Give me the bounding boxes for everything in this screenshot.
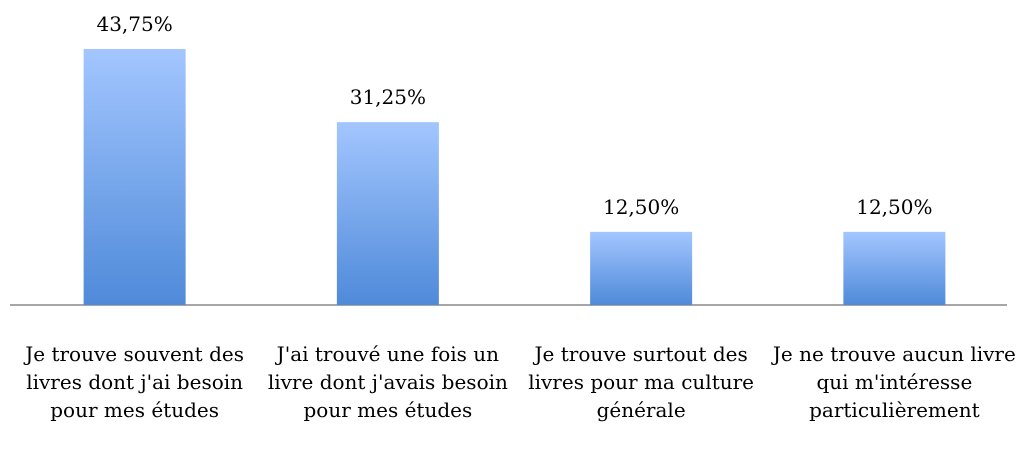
bar xyxy=(843,231,946,305)
bar xyxy=(83,49,186,305)
bar xyxy=(336,122,439,306)
data-label: 12,50% xyxy=(856,195,932,219)
x-tick-label: Je trouve souvent des livres dont j'ai b… xyxy=(25,342,244,422)
data-label: 43,75% xyxy=(96,12,172,36)
data-label: 31,25% xyxy=(350,85,426,109)
bar xyxy=(590,231,693,305)
x-tick-label: Je ne trouve aucun livre qui m'intéresse… xyxy=(772,342,1016,422)
data-label: 12,50% xyxy=(603,195,679,219)
x-tick-label: Je trouve surtout des livres pour ma cul… xyxy=(528,342,755,422)
x-tick-label: J'ai trouvé une fois un livre dont j'ava… xyxy=(267,342,508,422)
